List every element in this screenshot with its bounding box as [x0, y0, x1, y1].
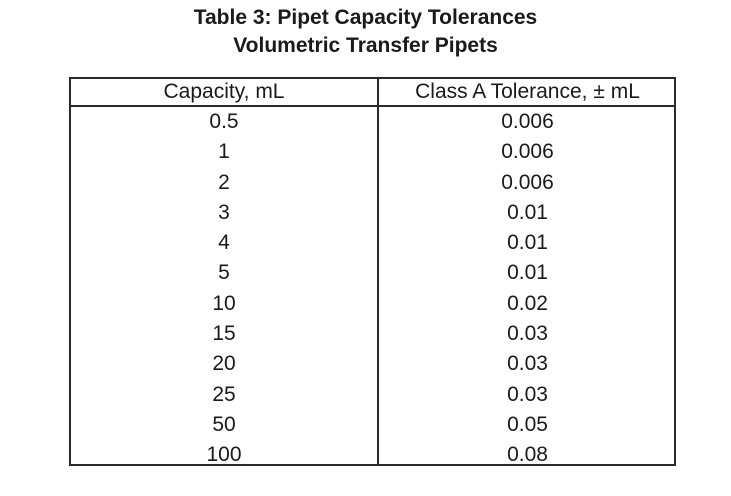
table-cell-tolerance: 0.02	[507, 291, 548, 315]
table-cell-tolerance: 0.006	[501, 140, 554, 164]
table-cell-tolerance: 0.01	[507, 200, 548, 224]
table-cell-tolerance: 0.006	[501, 110, 554, 133]
table-cell-capacity: 5	[218, 261, 230, 285]
tolerance-values: 0.006 0.006 0.006 0.01 0.01 0.01 0.02 0.03 0.03 0…	[379, 107, 676, 471]
tolerance-table: Capacity, mL Class A Tolerance, ± mL 0.5…	[69, 77, 676, 466]
table-cell-tolerance: 0.01	[507, 261, 548, 285]
tolerance-column: Class A Tolerance, ± mL	[379, 79, 676, 105]
table-cell-capacity: 25	[212, 382, 236, 406]
table-cell-capacity: 15	[212, 322, 236, 346]
header-divider	[71, 105, 674, 107]
table-cell-tolerance: 0.03	[507, 352, 548, 376]
table-cell-capacity: 3	[218, 200, 230, 224]
table-title: Table 3: Pipet Capacity Tolerances	[193, 6, 538, 29]
table-cell-tolerance: 0.08	[507, 443, 548, 467]
table-cell-capacity: 50	[212, 412, 236, 436]
table-cell-capacity: 10	[212, 291, 236, 315]
table-cell-capacity: 1	[218, 140, 230, 164]
capacity-column: Capacity, mL	[71, 79, 377, 105]
table-subtitle: Volumetric Transfer Pipets	[233, 34, 498, 57]
table-cell-tolerance: 0.05	[507, 412, 548, 436]
table-cell-tolerance: 0.006	[501, 170, 554, 194]
header-tolerance: Class A Tolerance, ± mL	[415, 80, 640, 103]
table-cell-capacity: 2	[218, 170, 230, 194]
table-cell-tolerance: 0.03	[507, 382, 548, 406]
table-cell-capacity: 0.5	[209, 110, 239, 133]
table-cell-capacity: 100	[206, 443, 242, 467]
header-capacity: Capacity, mL	[163, 80, 285, 103]
table-cell-tolerance: 0.01	[507, 231, 548, 255]
table-cell-capacity: 4	[218, 231, 230, 255]
column-divider	[377, 79, 379, 464]
table-cell-tolerance: 0.03	[507, 322, 548, 346]
capacity-values: 0.5 1 2 3 4 5 10 15 20 25 50 100	[71, 107, 377, 471]
table-cell-capacity: 20	[212, 352, 236, 376]
